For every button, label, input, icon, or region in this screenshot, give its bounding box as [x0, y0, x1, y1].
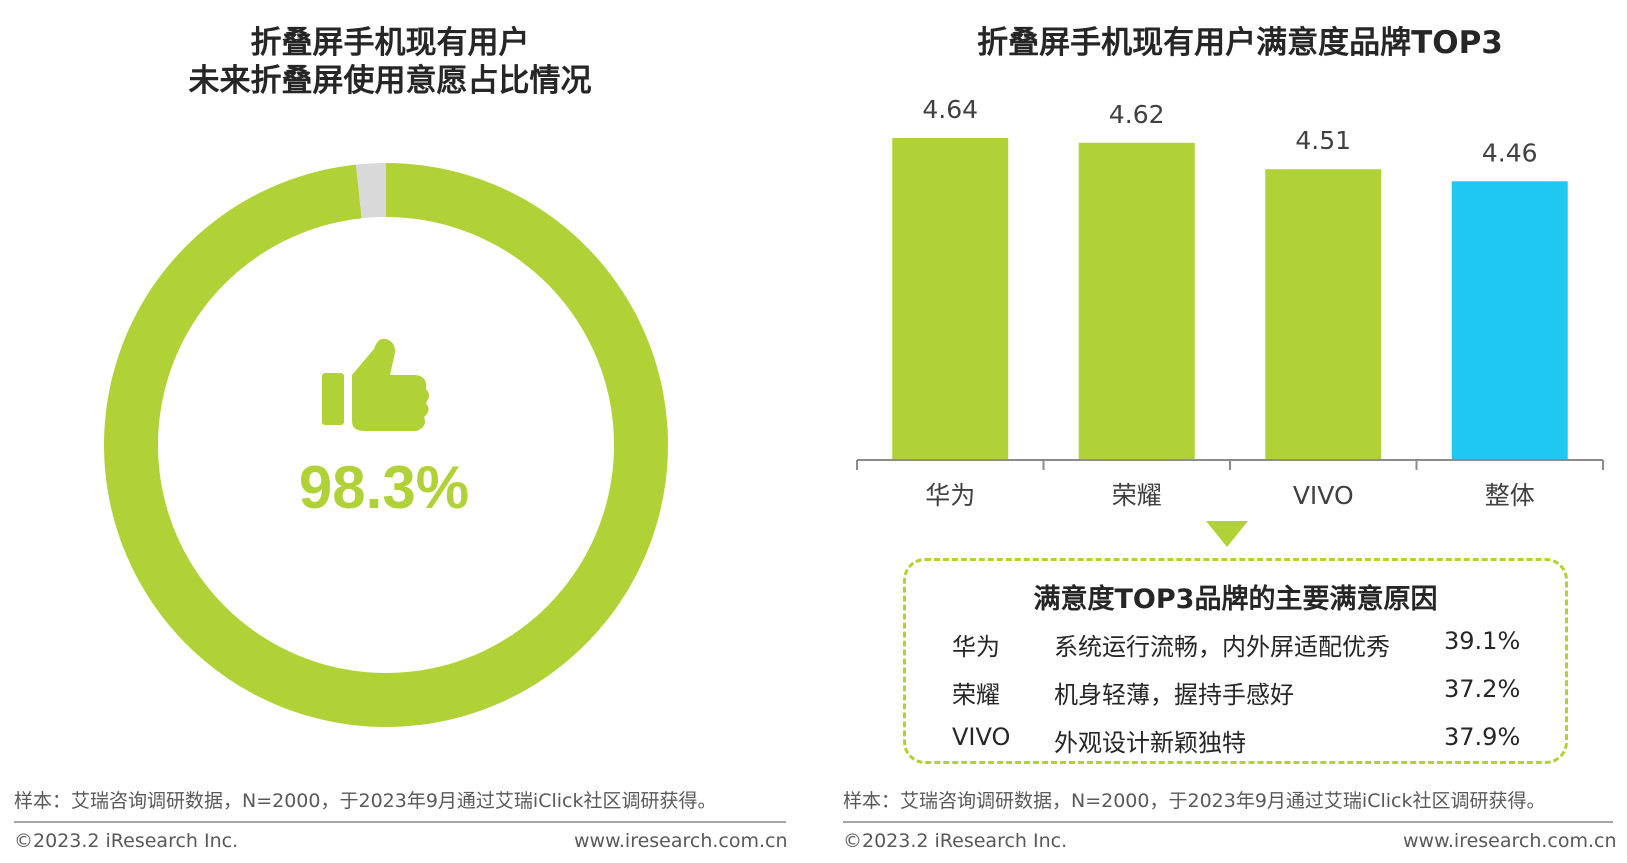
reason-pct: 37.9% — [1444, 723, 1521, 751]
bar-1 — [1078, 142, 1195, 460]
donut-slices — [103, 163, 668, 728]
bar-3 — [1451, 181, 1568, 461]
reason-text: 系统运行流畅，内外屏适配优秀 — [1054, 633, 1390, 661]
x-tick-label: 荣耀 — [1112, 481, 1162, 510]
right-url: www.iresearch.com.cn — [1403, 830, 1617, 852]
reasons-title: 满意度TOP3品牌的主要满意原因 — [1033, 584, 1438, 615]
reason-row: 荣耀 机身轻薄，握持手感好 37.2% — [906, 675, 1565, 711]
bar-value-label: 4.62 — [1109, 100, 1165, 129]
reason-text: 外观设计新颖独特 — [1054, 729, 1246, 757]
bar-value-label: 4.51 — [1295, 126, 1351, 155]
reason-text: 机身轻薄，握持手感好 — [1054, 681, 1294, 709]
bar-series — [892, 138, 1568, 461]
reason-row: 华为 系统运行流畅，内外屏适配优秀 39.1% — [906, 627, 1565, 663]
reason-pct: 39.1% — [1444, 627, 1521, 655]
x-tick-label: VIVO — [1293, 481, 1354, 510]
left-footer-divider — [14, 821, 786, 823]
bar-0 — [892, 138, 1009, 460]
thumbs-up-icon — [322, 338, 429, 431]
left-title-line1: 折叠屏手机现有用户 — [250, 25, 530, 61]
reason-brand: 华为 — [952, 633, 1000, 661]
left-title-line2: 未来折叠屏使用意愿占比情况 — [188, 63, 592, 99]
donut-center-value: 98.3% — [299, 454, 469, 521]
bar-value-label: 4.46 — [1482, 138, 1538, 167]
right-copyright: ©2023.2 iResearch Inc. — [843, 830, 1068, 852]
donut-slice-1 — [355, 163, 386, 219]
reason-brand: 荣耀 — [952, 681, 1000, 709]
bar-chart: 4.64 4.62 4.51 4.46 华为 荣耀 VIVO 整体 — [856, 95, 1604, 510]
down-arrow-icon — [1206, 521, 1248, 547]
reasons-panel: 满意度TOP3品牌的主要满意原因 华为 系统运行流畅，内外屏适配优秀 39.1%… — [903, 558, 1568, 764]
reason-row: VIVO 外观设计新颖独特 37.9% — [906, 723, 1565, 759]
x-tick-label: 华为 — [925, 481, 975, 510]
right-sample-note: 样本：艾瑞咨询调研数据，N=2000，于2023年9月通过艾瑞iClick社区调… — [843, 790, 1546, 812]
left-url: www.iresearch.com.cn — [574, 830, 788, 852]
left-sample-note: 样本：艾瑞咨询调研数据，N=2000，于2023年9月通过艾瑞iClick社区调… — [14, 790, 717, 812]
left-chart-title: 折叠屏手机现有用户 未来折叠屏使用意愿占比情况 — [80, 24, 700, 100]
x-axis — [856, 459, 1604, 470]
donut-chart: 98.3% — [103, 163, 668, 728]
reason-pct: 37.2% — [1444, 675, 1521, 703]
right-footer-divider — [843, 821, 1613, 823]
left-copyright: ©2023.2 iResearch Inc. — [14, 830, 239, 852]
x-axis-tick-labels: 华为 荣耀 VIVO 整体 — [925, 481, 1535, 510]
reason-brand: VIVO — [952, 723, 1011, 751]
right-chart-title: 折叠屏手机现有用户满意度品牌TOP3 — [977, 25, 1503, 61]
x-tick-label: 整体 — [1485, 481, 1535, 510]
bar-value-label: 4.64 — [922, 95, 978, 124]
bar-2 — [1265, 169, 1382, 460]
bar-value-labels: 4.64 4.62 4.51 4.46 — [922, 95, 1537, 167]
